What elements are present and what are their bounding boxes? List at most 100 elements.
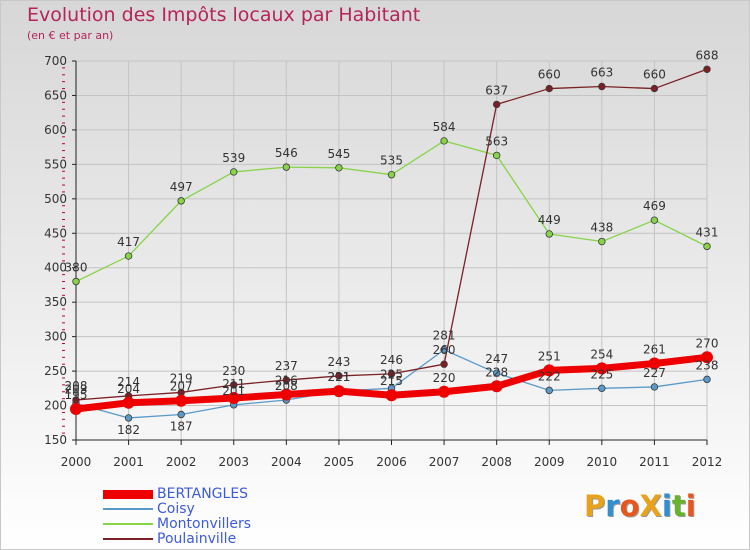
data-point [332,385,345,398]
data-point [703,375,711,384]
data-label: 219 [170,371,193,385]
data-label: 237 [275,359,298,373]
x-tick-label: 2004 [271,455,302,469]
y-tick-label: 150 [44,433,67,447]
data-label: 438 [590,221,613,235]
data-point [70,402,82,415]
data-point [492,151,501,160]
logo-letter: X [639,489,662,523]
data-point [175,394,188,407]
data-point [703,65,711,73]
data-point [545,386,553,395]
data-label: 260 [433,343,456,357]
data-label: 417 [117,235,140,249]
data-point [387,170,396,179]
data-label: 220 [433,371,456,385]
data-label: 545 [327,147,350,161]
data-point [440,360,448,368]
data-label: 243 [327,355,350,369]
data-label: 660 [538,68,561,82]
data-label: 247 [485,352,508,366]
data-label: 270 [696,336,719,350]
legend-swatch [103,508,153,510]
data-label: 216 [275,374,298,388]
data-point [703,242,711,251]
data-label: 281 [433,329,456,343]
data-label: 228 [485,365,508,379]
x-tick-label: 2000 [61,455,92,469]
data-point [282,376,291,384]
legend-label: BERTANGLES [157,486,249,502]
data-point [124,252,133,260]
data-label: 208 [65,379,88,393]
x-tick-label: 2009 [534,455,565,469]
data-point [230,381,238,389]
data-point [282,163,291,171]
data-point [490,380,503,393]
data-point [335,164,343,172]
x-tick-label: 2011 [639,455,670,469]
y-tick-label: 650 [44,88,67,102]
data-label: 225 [380,367,403,381]
data-point [177,197,185,205]
data-point [335,372,343,380]
data-label: 637 [485,83,508,97]
data-point [122,396,135,409]
y-tick-label: 600 [44,123,67,137]
data-label: 211 [222,377,245,391]
data-label: 688 [696,48,719,62]
data-label: 584 [433,120,456,134]
y-tick-label: 350 [44,295,67,309]
data-label: 221 [327,370,350,384]
y-tick-label: 700 [44,54,67,68]
legend-swatch [103,490,153,499]
line-chart: 150 200 250 300 350 400 450 500 550 600 650 700 2000… [44,48,723,469]
data-point [385,389,398,402]
data-label: 230 [222,364,245,378]
data-point [543,364,556,377]
y-tick-label: 500 [44,192,67,206]
data-label: 539 [222,151,245,165]
data-label: 449 [538,213,561,227]
data-point [648,357,661,370]
y-tick-label: 200 [44,399,67,413]
chart-subtitle: (en € et par an) [27,29,114,42]
data-point [280,388,293,401]
data-point [701,351,713,364]
data-label: 203 [65,382,88,396]
data-point [227,391,240,404]
data-label: 182 [117,423,140,437]
data-label: 246 [380,353,403,367]
data-label: 204 [117,382,140,396]
data-label: 469 [643,199,666,213]
legend-swatch [103,523,153,525]
x-tick-label: 2012 [692,455,723,469]
data-point [650,216,659,224]
data-label: 238 [696,358,719,372]
data-point [595,362,608,375]
data-label: 431 [696,225,719,239]
data-label: 221 [327,370,350,384]
logo-letter: t [671,489,686,523]
data-label: 187 [170,420,193,434]
legend-label: Coisy [157,501,195,517]
data-label: 195 [65,388,88,402]
data-point [650,84,659,93]
data-point [545,230,553,238]
data-label: 207 [170,380,193,394]
data-point [650,383,659,391]
data-label: 208 [275,379,298,393]
legend-label: Montonvillers [157,516,252,532]
data-label: 214 [117,375,140,389]
data-label: 535 [380,154,403,168]
data-label: 227 [643,366,666,380]
logo-letter: r [605,489,620,523]
data-label: 251 [538,349,561,363]
data-label: 660 [643,68,666,82]
legend-swatch [103,538,153,540]
data-point [438,385,451,398]
logo-letter: i [685,489,696,523]
x-tick-label: 2005 [324,455,355,469]
data-label: 225 [590,367,613,381]
